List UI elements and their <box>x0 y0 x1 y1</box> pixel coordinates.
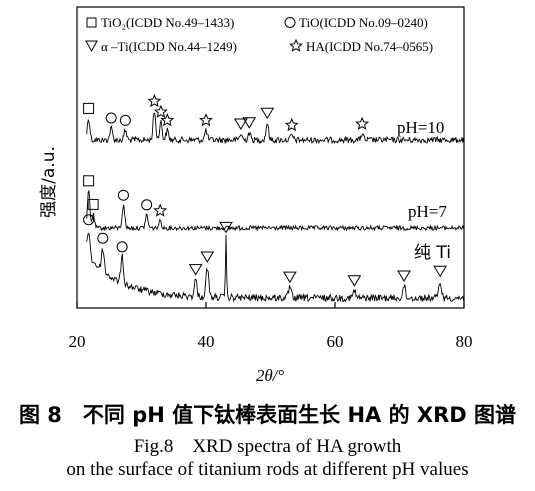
spectrum-line-0 <box>86 112 465 145</box>
x-axis-label: 2θ/° <box>256 366 285 385</box>
series-label-pure-ti: 纯 Ti <box>414 243 451 263</box>
x-tick-label: 80 <box>456 332 473 351</box>
figure-caption-zh: 图 8 不同 pH 值下钛棒表面生长 HA 的 XRD 图谱 <box>18 403 517 427</box>
peak-marker-circle <box>116 241 128 253</box>
peak-marker-circle <box>119 114 131 126</box>
peak-marker-triangle <box>188 264 203 276</box>
peak-marker-triangle <box>242 117 257 129</box>
legend-triangle-marker <box>85 40 98 53</box>
peak-marker-square <box>83 102 95 114</box>
y-axis-label: 强度/a.u. <box>39 146 59 218</box>
peak-marker-square <box>87 198 99 210</box>
peak-marker-star <box>153 203 168 217</box>
peak-marker-triangle <box>433 265 448 278</box>
series-label-ph10: pH=10 <box>397 118 444 137</box>
legend-label-alpha-ti: α –Ti(ICDD No.44–1249) <box>101 39 237 54</box>
peak-marker-square <box>83 175 95 187</box>
peak-marker-triangle <box>233 118 248 130</box>
peak-marker-circle <box>117 189 129 201</box>
peak-marker-circle <box>105 112 117 124</box>
figure-caption-en-line2: on the surface of titanium rods at diffe… <box>66 459 469 480</box>
peak-marker-circle <box>83 214 95 226</box>
plot-frame <box>76 6 465 309</box>
legend-label-tio2: TiO₂(ICDD No.49–1433) <box>101 15 234 30</box>
figure-caption-en-line1: Fig.8 XRD spectra of HA growth <box>133 436 402 457</box>
peak-marker-triangle <box>347 275 362 287</box>
peak-marker-triangle <box>200 251 215 263</box>
peak-marker-star <box>160 113 175 127</box>
peak-marker-star <box>199 113 213 127</box>
spectrum-line-1 <box>86 190 465 232</box>
peak-marker-triangle <box>260 107 275 120</box>
legend-square-marker <box>86 17 97 28</box>
peak-marker-triangle <box>282 271 297 284</box>
peak-marker-star <box>153 104 168 118</box>
peak-marker-triangle <box>397 270 411 282</box>
peak-marker-star <box>284 117 299 132</box>
peak-marker-triangle <box>219 221 233 234</box>
legend: TiO₂(ICDD No.49–1433) TiO(ICDD No.09–024… <box>85 15 433 54</box>
peak-marker-star <box>147 93 162 108</box>
legend-star-marker <box>289 38 303 52</box>
spectrum-line-2 <box>86 232 465 303</box>
x-tick-label: 20 <box>69 332 86 351</box>
x-tick-label: 40 <box>198 332 215 351</box>
peak-marker-circle <box>97 232 109 244</box>
peak-marker-star <box>355 116 370 130</box>
xrd-chart: TiO₂(ICDD No.49–1433) TiO(ICDD No.09–024… <box>39 6 473 385</box>
series-label-ph7: pH=7 <box>408 202 447 221</box>
x-tick-label: 60 <box>327 332 344 351</box>
peak-marker-circle <box>141 199 153 211</box>
legend-label-ha: HA(ICDD No.74–0565) <box>306 39 433 54</box>
legend-circle-marker <box>284 17 296 28</box>
legend-label-tio: TiO(ICDD No.09–0240) <box>299 15 428 30</box>
